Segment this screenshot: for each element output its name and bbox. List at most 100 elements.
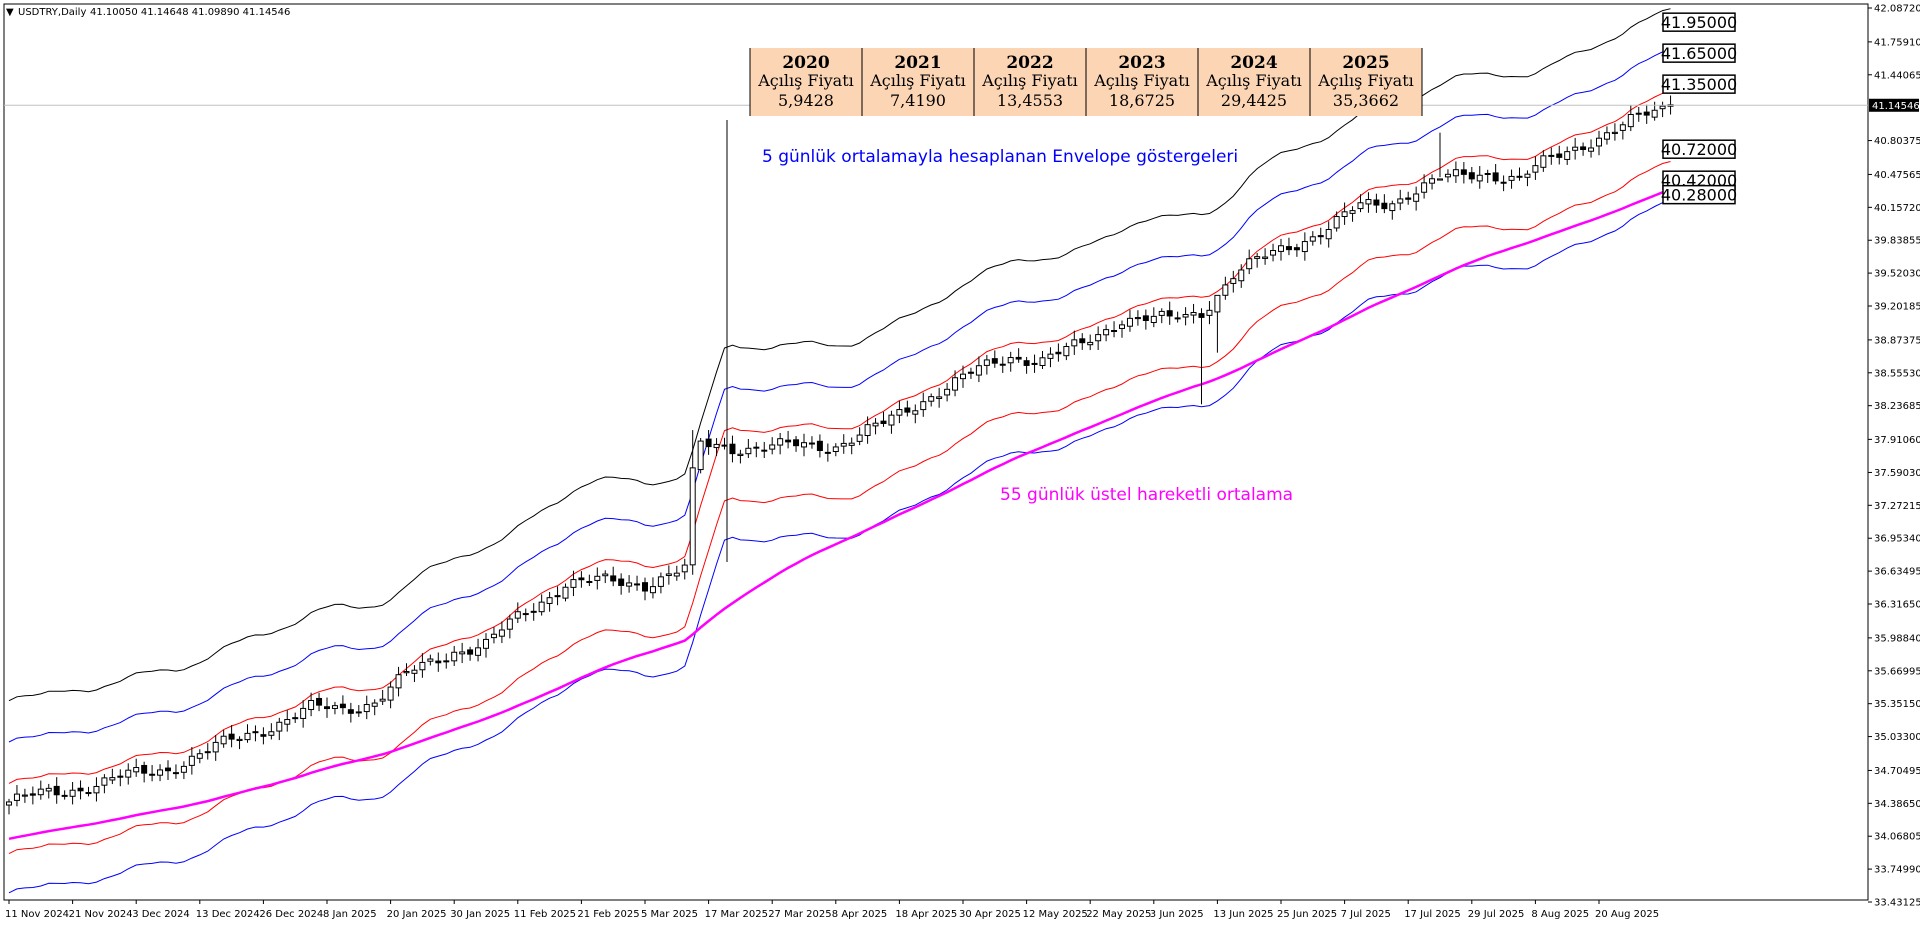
- candle: [713, 438, 720, 457]
- time-tick-label: 11 Nov 2024: [5, 909, 69, 920]
- candle: [459, 642, 466, 664]
- price-tick-label: 40.80375: [1874, 136, 1920, 147]
- candle: [546, 591, 553, 612]
- price-tick-label: 35.98840: [1874, 633, 1920, 644]
- candle: [427, 654, 434, 666]
- candle-body: [443, 660, 450, 663]
- price-tick-label: 39.20185: [1874, 302, 1920, 313]
- candle-body: [896, 409, 903, 416]
- candle: [1540, 150, 1547, 172]
- time-tick-label: 30 Jan 2025: [450, 909, 510, 920]
- candle-body: [936, 396, 943, 399]
- candle-body: [904, 407, 911, 413]
- candle: [1452, 161, 1459, 183]
- candle-body: [308, 699, 315, 711]
- candle: [1397, 189, 1404, 211]
- candle-body: [1230, 278, 1237, 284]
- candle: [1174, 311, 1181, 323]
- candle: [180, 761, 187, 780]
- candle-body: [117, 775, 124, 778]
- price-tick-label: 38.55530: [1874, 368, 1920, 379]
- candle-body: [975, 365, 982, 376]
- candle-body: [165, 767, 171, 772]
- time-tick-label: 20 Jan 2025: [387, 909, 447, 920]
- candle: [928, 393, 935, 407]
- candle: [522, 608, 529, 622]
- candle-body: [626, 582, 633, 587]
- candle-body: [530, 610, 537, 613]
- candle: [1492, 164, 1499, 185]
- time-tick-label: 22 May 2025: [1086, 909, 1151, 920]
- candle: [371, 699, 378, 716]
- candle: [1635, 106, 1642, 122]
- candle-body: [801, 442, 807, 448]
- candle: [1063, 342, 1070, 361]
- candle-body: [554, 595, 561, 598]
- candle: [1460, 162, 1467, 184]
- candle-body: [785, 439, 792, 443]
- candle: [1230, 270, 1237, 293]
- envelope-upper-mid-line: [8, 49, 1671, 743]
- candle-body: [1095, 334, 1102, 342]
- candle: [952, 370, 959, 397]
- candle-body: [77, 787, 84, 792]
- candle: [1532, 156, 1539, 180]
- price-tick-label: 35.03300: [1874, 732, 1920, 743]
- level-label-box: [1662, 12, 1736, 32]
- candle: [737, 449, 744, 464]
- candle: [1508, 169, 1515, 189]
- chart-header-arrow[interactable]: ▼: [6, 7, 14, 18]
- candle-body: [292, 717, 299, 720]
- candle-body: [1603, 132, 1610, 140]
- candle: [1341, 202, 1348, 225]
- opening-price-value: 5,9428: [778, 91, 834, 110]
- candle-body: [403, 671, 410, 674]
- opening-price-value: 29,4425: [1221, 91, 1287, 110]
- candle-body: [1325, 228, 1332, 240]
- level-label-box: [1662, 74, 1736, 94]
- candle: [133, 758, 140, 777]
- price-tick-label: 37.59030: [1874, 468, 1920, 479]
- candle-body: [880, 420, 887, 424]
- candle: [920, 392, 927, 417]
- candle: [793, 436, 800, 452]
- candle: [451, 645, 458, 666]
- candle-body: [1564, 151, 1571, 160]
- candle-body: [109, 777, 116, 781]
- candle: [61, 790, 68, 800]
- candle-body: [1023, 360, 1030, 366]
- candle: [801, 433, 807, 457]
- candle: [435, 652, 442, 672]
- candle: [610, 566, 617, 587]
- candle-body: [1651, 109, 1658, 118]
- candle: [673, 565, 680, 581]
- candle-body: [1222, 284, 1229, 296]
- candle: [1198, 308, 1205, 405]
- candle-body: [1452, 169, 1459, 177]
- candle: [355, 705, 362, 717]
- candle-body: [1540, 155, 1547, 168]
- candle-body: [1413, 193, 1420, 202]
- level-label: 40.72000: [1661, 139, 1737, 159]
- candle-body: [1285, 246, 1292, 251]
- candle: [308, 692, 315, 717]
- candle-body: [1087, 341, 1094, 346]
- candle: [1572, 137, 1579, 160]
- candle: [443, 653, 450, 669]
- candle: [634, 575, 641, 591]
- candle: [276, 717, 283, 741]
- price-tick-label: 33.43125: [1874, 898, 1920, 909]
- candle-body: [824, 451, 831, 454]
- candle: [1548, 147, 1555, 165]
- candle: [967, 367, 974, 379]
- candle-body: [522, 613, 529, 616]
- candle-body: [1119, 324, 1125, 329]
- candle: [1516, 167, 1523, 181]
- candle-body: [912, 410, 919, 415]
- current-price-tag: [1869, 98, 1919, 112]
- candle: [514, 602, 521, 623]
- candle: [665, 565, 672, 585]
- candle: [983, 354, 990, 375]
